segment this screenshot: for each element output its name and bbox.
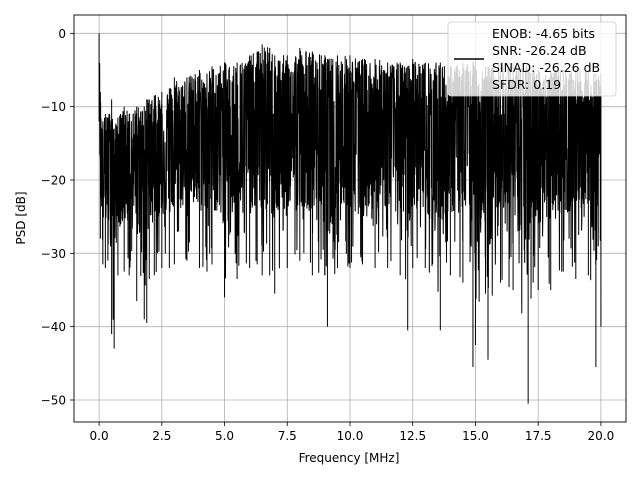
- y-tick-label: −20: [41, 174, 66, 188]
- legend-box: [447, 21, 617, 97]
- x-tick-label: 0.0: [90, 429, 109, 443]
- x-tick-label: 15.0: [462, 429, 489, 443]
- series-psd: [98, 33, 602, 404]
- y-tick-label: −10: [41, 100, 66, 114]
- x-tick-label: 2.5: [152, 429, 171, 443]
- x-tick-label: 5.0: [215, 429, 234, 443]
- legend-entry-sfdr: SFDR: 0.19: [492, 77, 561, 92]
- y-tick-label: −50: [41, 394, 66, 408]
- legend-entry-sinad: SINAD: -26.26 dB: [492, 60, 600, 75]
- x-tick-label: 17.5: [525, 429, 552, 443]
- y-axis-label: PSD [dB]: [14, 191, 28, 244]
- x-tick-label: 7.5: [278, 429, 297, 443]
- legend-entry-enob: ENOB: -4.65 bits: [492, 26, 595, 41]
- psd-trace: [98, 33, 602, 404]
- x-axis-label: Frequency [MHz]: [299, 451, 400, 465]
- y-tick-label: −30: [41, 247, 66, 261]
- ticks: 0.0 2.5 5.0 7.5 10.0 12.5 15.0 17.5 20.0 0 −10 −20 −…: [41, 27, 615, 443]
- x-tick-label: 12.5: [399, 429, 426, 443]
- x-tick-label: 10.0: [337, 429, 364, 443]
- legend-entry-snr: SNR: -26.24 dB: [492, 43, 587, 58]
- y-tick-label: 0: [58, 27, 66, 41]
- legend: ENOB: -4.65 bits SNR: -26.24 dB SINAD: -…: [447, 21, 617, 97]
- y-tick-label: −40: [41, 320, 66, 334]
- x-tick-label: 20.0: [588, 429, 615, 443]
